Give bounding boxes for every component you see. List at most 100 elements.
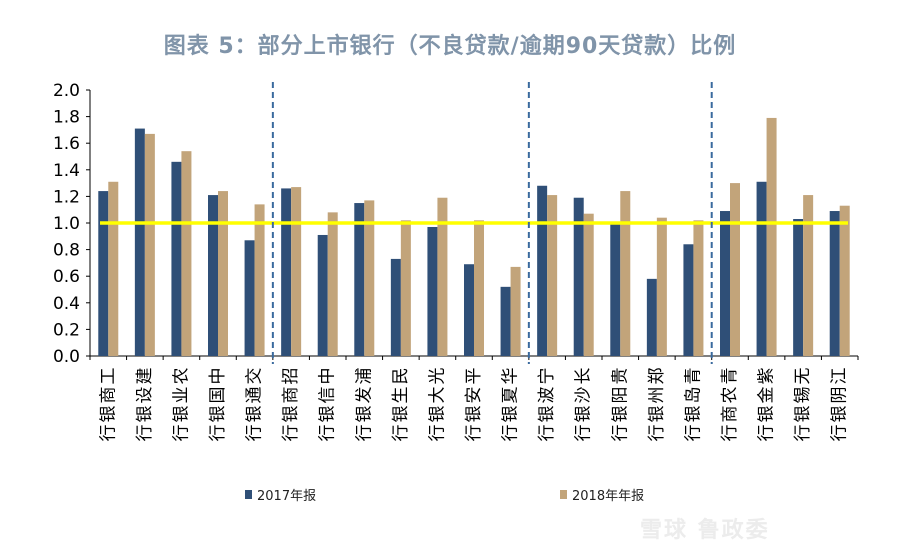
x-tick-char: 行 [171,425,191,442]
bar-2017-16 [683,244,694,356]
x-tick-char: 江 [830,368,850,385]
x-tick-char: 行 [647,425,667,442]
x-tick-char: 无 [793,368,813,385]
bar-2017-3 [208,195,218,356]
x-tick-char: 行 [281,425,301,442]
bar-2017-12 [537,185,548,356]
x-tick-char: 行 [98,425,118,442]
x-tick-char: 农 [171,368,191,385]
bar-2018-8 [400,220,411,356]
legend-label-2018: 2018年年报 [572,489,645,504]
x-tick-char: 商 [720,406,740,423]
bar-2018-1 [144,133,155,356]
x-tick-char: 设 [135,387,155,404]
y-tick-label: 1.6 [53,134,80,154]
bar-2017-9 [427,226,438,356]
x-tick-char: 银 [501,406,521,423]
x-tick-char: 银 [757,406,777,423]
x-tick-char: 银 [427,406,447,423]
x-tick-char: 银 [391,406,411,423]
x-tick-char: 商 [281,387,301,404]
x-tick-char: 宁 [537,368,557,385]
x-tick-char: 民 [391,368,411,385]
x-tick-char: 招 [281,368,301,385]
x-tick-char: 银 [574,406,594,423]
bar-2017-15 [646,278,657,356]
y-tick-label: 1.4 [53,161,80,181]
x-tick-char: 华 [501,368,521,385]
bar-2018-15 [656,217,667,356]
legend-item-2018: 2018年年报 [560,485,644,504]
bar-2018-6 [327,212,338,356]
x-tick-char: 商 [98,387,118,404]
legend-swatch-2017 [245,490,252,499]
x-tick-char: 中 [208,368,228,385]
bar-2018-2 [181,151,192,356]
bar-2018-5 [291,187,302,356]
bar-2017-19 [793,219,804,356]
x-tick-char: 生 [391,387,411,404]
x-tick-char: 行 [720,425,740,442]
x-tick-char: 银 [537,406,557,423]
bar-2018-3 [218,191,228,356]
x-tick-char: 银 [135,406,155,423]
x-tick-char: 大 [427,387,447,404]
x-tick-char: 银 [464,406,484,423]
x-tick-char: 行 [208,425,228,442]
y-tick-label: 0.4 [53,294,80,314]
x-tick-char: 行 [610,425,630,442]
x-tick-char: 银 [281,406,301,423]
x-tick-char: 行 [391,425,411,442]
bar-2018-14 [620,191,631,356]
x-tick-char: 行 [757,425,777,442]
x-tick-char: 锡 [793,387,813,404]
chart-bars [98,117,850,357]
x-tick-char: 行 [427,425,447,442]
bar-2018-18 [766,117,777,357]
bar-2017-4 [244,240,255,356]
x-tick-char: 银 [830,406,850,423]
bar-2018-7 [364,200,375,356]
legend-swatch-2018 [560,490,567,499]
x-tick-char: 交 [245,368,265,385]
x-tick-char: 郑 [647,368,667,385]
x-tick-char: 行 [135,425,155,442]
bar-2018-0 [108,181,119,356]
chart-title: 图表 5：部分上市银行（不良贷款/逾期90天贷款）比例 [163,34,737,59]
x-tick-char: 阴 [830,387,850,404]
x-tick-char: 行 [354,425,374,442]
x-tick-char: 农 [720,387,740,404]
x-tick-char: 行 [537,425,557,442]
legend-item-2017: 2017年报 [245,485,316,504]
x-tick-char: 银 [318,406,338,423]
bar-2018-12 [547,195,558,356]
x-tick-char: 长 [574,368,594,385]
y-tick-label: 1.2 [53,187,80,207]
x-tick-char: 银 [171,406,191,423]
x-tick-char: 州 [647,387,667,404]
bar-2017-18 [756,181,767,356]
x-tick-char: 建 [135,368,155,385]
bar-2017-0 [98,191,109,356]
x-tick-char: 银 [354,406,374,423]
bar-2017-1 [134,128,145,356]
bar-2018-17 [730,183,740,356]
x-tick-char: 行 [830,425,850,442]
y-tick-label: 2.0 [53,81,80,101]
bar-2017-2 [171,161,182,356]
